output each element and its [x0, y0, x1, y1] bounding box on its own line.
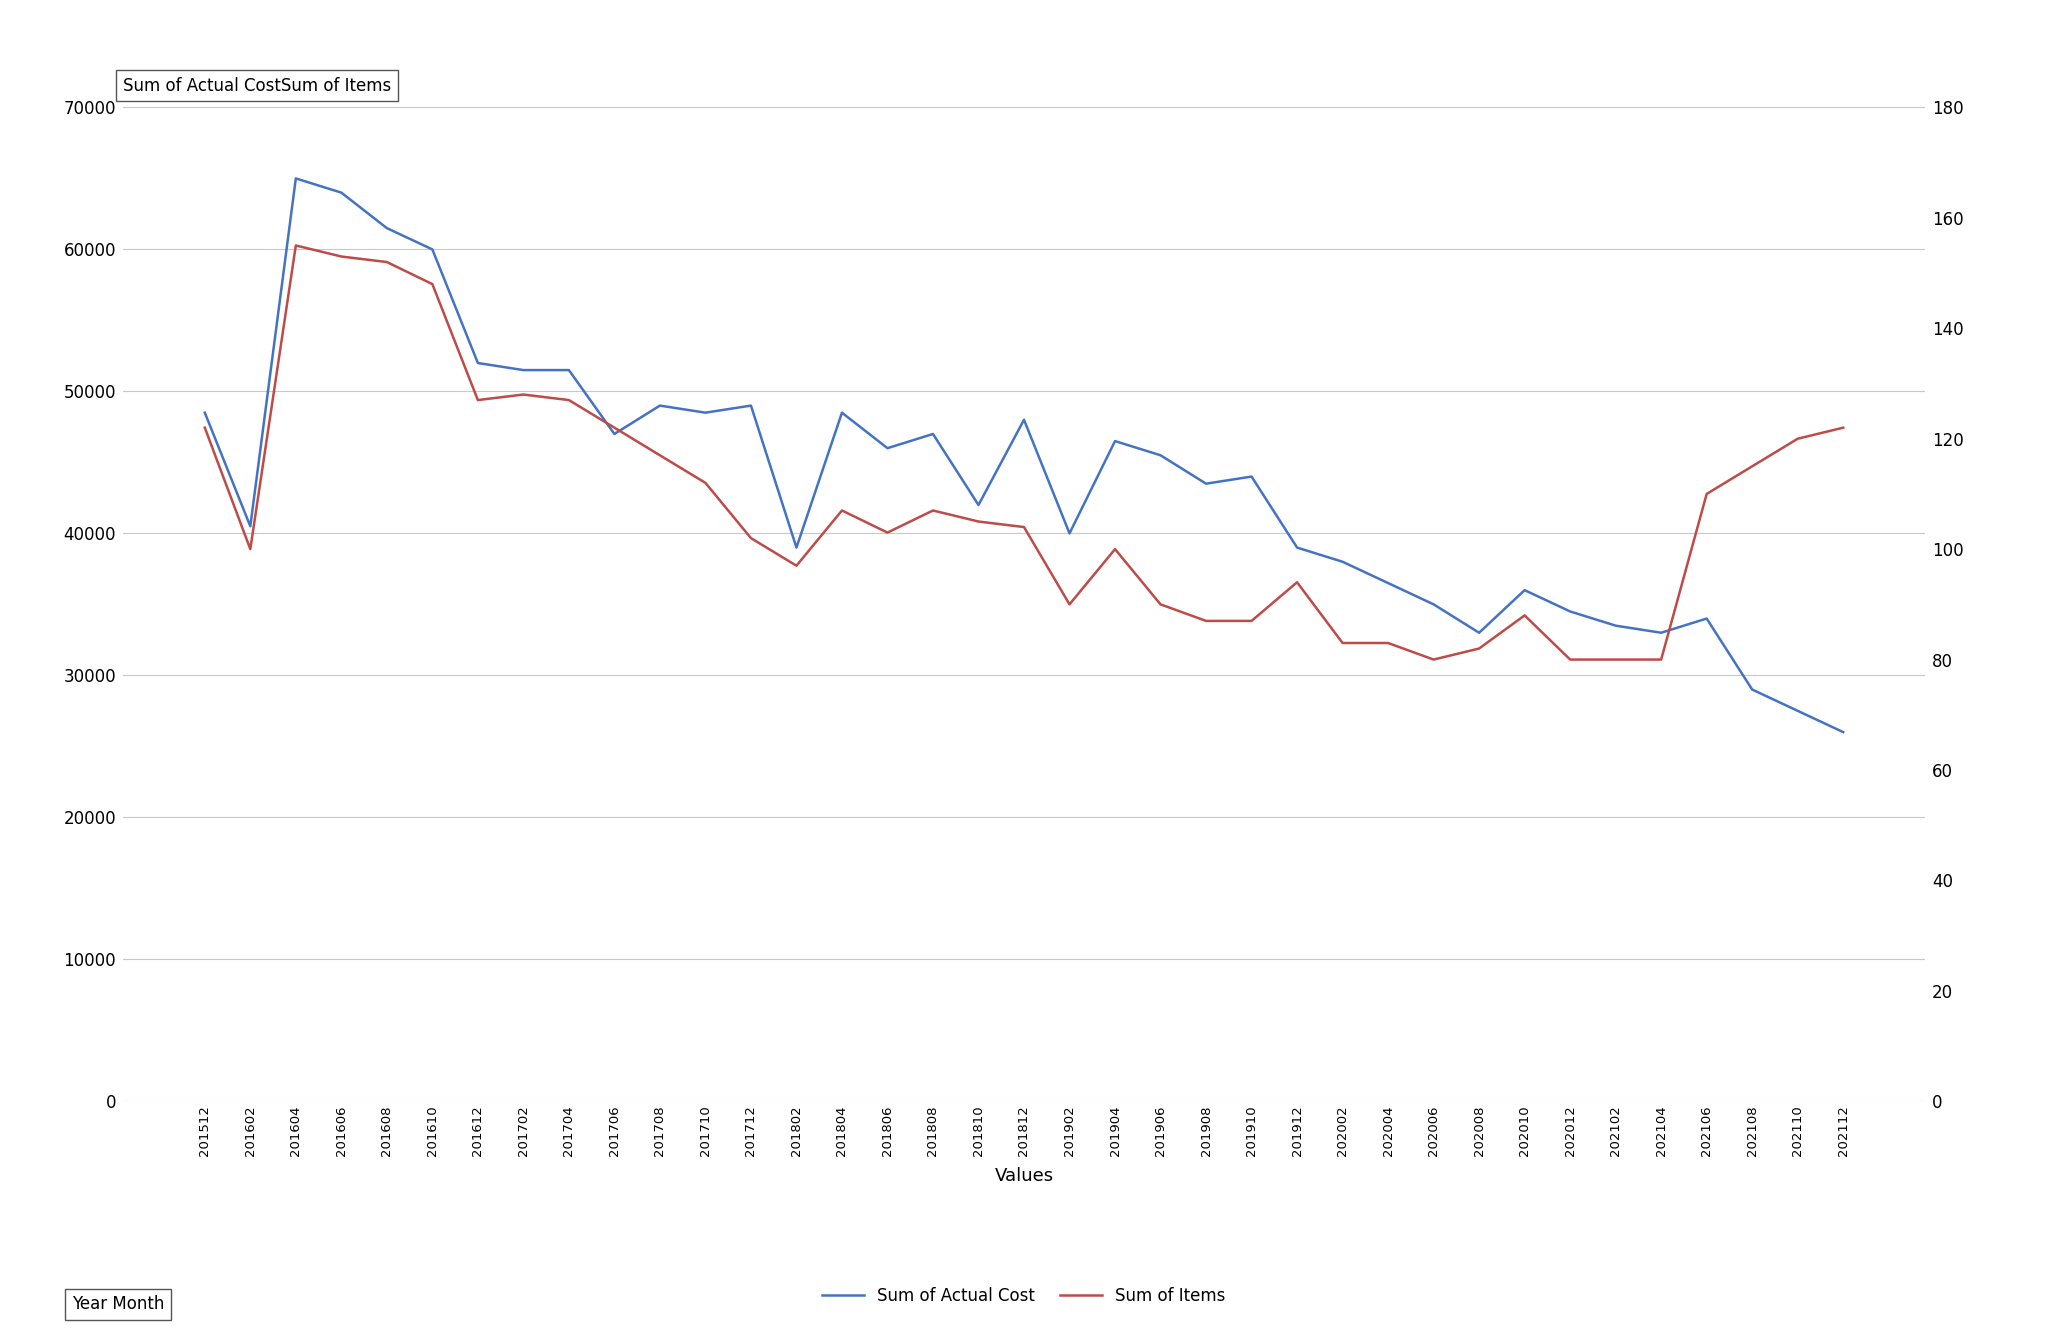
- Sum of Items: [1057, 596, 1081, 612]
- Line: Sum of Items: Sum of Items: [205, 246, 1843, 659]
- Sum of Items: [1559, 651, 1583, 667]
- Sum of Actual Cost: [557, 363, 582, 379]
- Sum of Actual Cost: [1012, 412, 1036, 428]
- Sum of Items: [465, 392, 489, 408]
- Sum of Actual Cost: [193, 404, 217, 420]
- Sum of Items: [647, 447, 672, 463]
- Sum of Items: [692, 475, 717, 492]
- Sum of Actual Cost: [874, 441, 899, 457]
- Sum of Items: [1786, 431, 1810, 447]
- Sum of Actual Cost: [1376, 575, 1401, 591]
- Sum of Items: [330, 248, 354, 265]
- Sum of Items: [420, 277, 444, 293]
- Text: Sum of Actual CostSum of Items: Sum of Actual CostSum of Items: [123, 77, 391, 95]
- Sum of Items: [739, 530, 764, 547]
- Sum of Items: [1012, 518, 1036, 535]
- Sum of Items: [1604, 651, 1628, 667]
- Sum of Actual Cost: [1741, 681, 1765, 697]
- Sum of Actual Cost: [739, 398, 764, 414]
- Sum of Actual Cost: [420, 242, 444, 258]
- Sum of Items: [602, 419, 627, 435]
- Sum of Actual Cost: [602, 426, 627, 442]
- Sum of Items: [1421, 651, 1446, 667]
- Sum of Actual Cost: [692, 404, 717, 420]
- Sum of Actual Cost: [1786, 702, 1810, 719]
- Sum of Items: [1511, 607, 1536, 623]
- Sum of Actual Cost: [1649, 624, 1673, 641]
- Sum of Items: [829, 502, 854, 518]
- Sum of Items: [1649, 651, 1673, 667]
- Text: Year Month: Year Month: [72, 1296, 164, 1313]
- Sum of Items: [375, 254, 399, 270]
- Sum of Actual Cost: [1239, 469, 1264, 485]
- Sum of Items: [922, 502, 946, 518]
- Sum of Items: [1102, 541, 1126, 557]
- Sum of Actual Cost: [922, 426, 946, 442]
- Sum of Items: [1694, 486, 1718, 502]
- Sum of Items: [1284, 575, 1309, 591]
- Sum of Items: [1376, 635, 1401, 651]
- Sum of Items: [784, 557, 809, 573]
- Sum of Items: [1741, 458, 1765, 474]
- Sum of Actual Cost: [1466, 624, 1491, 641]
- Sum of Actual Cost: [967, 497, 991, 513]
- Sum of Actual Cost: [1331, 553, 1356, 569]
- Sum of Actual Cost: [283, 171, 307, 187]
- Legend: Sum of Actual Cost, Sum of Items: Sum of Actual Cost, Sum of Items: [815, 1280, 1233, 1312]
- X-axis label: Values: Values: [995, 1167, 1053, 1186]
- Sum of Items: [283, 238, 307, 254]
- Sum of Items: [1194, 612, 1219, 629]
- Sum of Actual Cost: [1421, 596, 1446, 612]
- Sum of Actual Cost: [784, 540, 809, 556]
- Sum of Actual Cost: [829, 404, 854, 420]
- Sum of Items: [512, 387, 537, 403]
- Sum of Items: [874, 525, 899, 541]
- Sum of Items: [557, 392, 582, 408]
- Sum of Actual Cost: [330, 184, 354, 200]
- Sum of Actual Cost: [1831, 724, 1855, 740]
- Sum of Items: [1466, 641, 1491, 657]
- Sum of Actual Cost: [238, 518, 262, 535]
- Sum of Items: [1239, 612, 1264, 629]
- Sum of Actual Cost: [1284, 540, 1309, 556]
- Sum of Actual Cost: [1559, 603, 1583, 619]
- Sum of Actual Cost: [1149, 447, 1174, 463]
- Sum of Actual Cost: [375, 220, 399, 236]
- Sum of Items: [1831, 419, 1855, 435]
- Sum of Actual Cost: [465, 355, 489, 371]
- Sum of Items: [1149, 596, 1174, 612]
- Sum of Actual Cost: [1057, 525, 1081, 541]
- Sum of Actual Cost: [1102, 432, 1126, 449]
- Sum of Actual Cost: [1511, 582, 1536, 598]
- Sum of Items: [238, 541, 262, 557]
- Line: Sum of Actual Cost: Sum of Actual Cost: [205, 179, 1843, 732]
- Sum of Actual Cost: [1694, 611, 1718, 627]
- Sum of Actual Cost: [647, 398, 672, 414]
- Sum of Items: [193, 419, 217, 435]
- Sum of Items: [967, 513, 991, 529]
- Sum of Actual Cost: [1604, 618, 1628, 634]
- Sum of Actual Cost: [1194, 475, 1219, 492]
- Sum of Actual Cost: [512, 363, 537, 379]
- Sum of Items: [1331, 635, 1356, 651]
